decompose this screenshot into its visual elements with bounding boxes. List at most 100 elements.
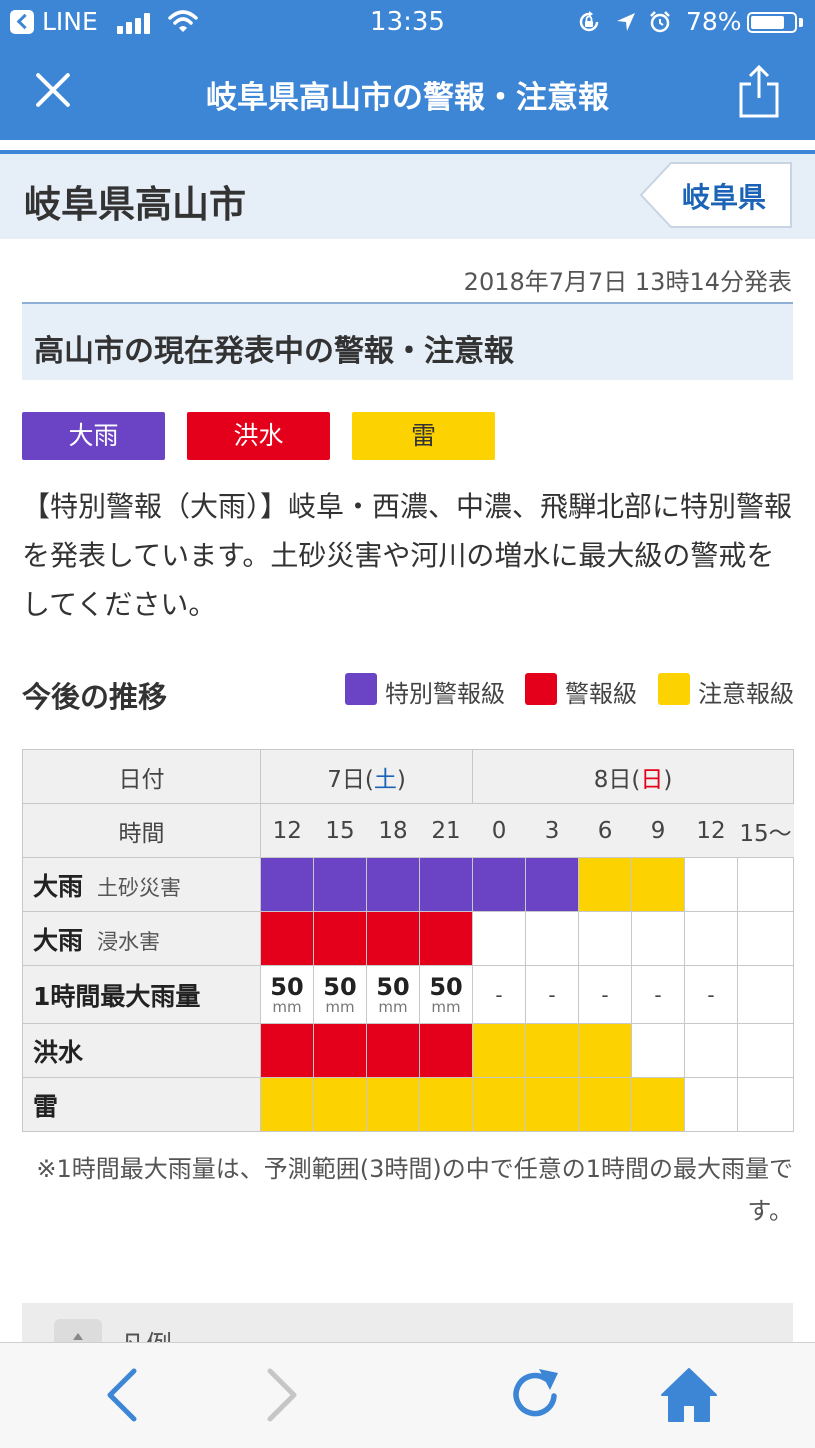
level-cell-special — [418, 857, 474, 912]
level-cell-warning — [260, 1023, 314, 1078]
level-cell-advisory — [578, 1023, 633, 1078]
warning-message: 【特別警報（大雨）】岐阜・西濃、中濃、飛騨北部に特別警報を発表しています。土砂災… — [22, 490, 793, 621]
legend-swatch — [658, 673, 690, 705]
legend-label: 特別警報級 — [385, 680, 505, 708]
level-cell-warning — [260, 911, 314, 966]
prefecture-button-label: 岐阜県 — [682, 181, 767, 214]
rain-value: - — [654, 982, 662, 1007]
level-cell-warning — [418, 1023, 474, 1078]
row-header: 大雨 土砂災害 — [22, 857, 261, 912]
level-cell-none — [684, 1077, 739, 1132]
warning-badge-thunder: 雷 — [352, 412, 495, 460]
battery-tip — [799, 18, 803, 27]
battery-percent: 78% — [686, 7, 742, 36]
rain-cell: - — [578, 965, 633, 1024]
level-cell-none — [472, 911, 527, 966]
legend-swatch — [525, 673, 557, 705]
row-label: 大雨 — [33, 925, 84, 955]
legend-label: 注意報級 — [698, 680, 794, 708]
rain-cell: 50 mm — [313, 965, 367, 1024]
location-bar: 岐阜県高山市 岐阜県 — [0, 154, 815, 239]
rain-unit: mm — [272, 997, 302, 1016]
header-title: 岐阜県高山市の警報・注意報 — [206, 80, 609, 116]
status-bar: LINE 13:35 78% — [0, 0, 815, 44]
date-header: 日付 — [22, 749, 261, 804]
divider — [0, 150, 815, 154]
row-header: 雷 — [22, 1077, 261, 1132]
level-cell-none — [684, 857, 739, 912]
row-label: 雷 — [33, 1091, 59, 1121]
reload-icon[interactable] — [506, 1365, 566, 1425]
row-label: 1時間最大雨量 — [33, 981, 201, 1011]
row-label: 大雨 — [33, 871, 84, 901]
rain-value: - — [707, 982, 715, 1007]
app-header: 岐阜県高山市の警報・注意報 — [0, 44, 815, 140]
time-cell: 3 — [525, 803, 579, 858]
rain-value: - — [601, 982, 609, 1007]
time-cell: 15〜 — [737, 803, 794, 858]
level-cell-advisory — [472, 1023, 527, 1078]
time-cell: 21 — [419, 803, 473, 858]
divider — [22, 302, 793, 304]
level-cell-advisory — [631, 857, 686, 912]
warning-badge-heavy-rain: 大雨 — [22, 412, 165, 460]
forward-arrow-icon[interactable] — [250, 1365, 310, 1425]
time-cell: 18 — [366, 803, 420, 858]
wifi-icon — [168, 10, 198, 32]
rain-cell — [737, 965, 795, 1024]
location-arrow-icon — [617, 13, 635, 31]
level-cell-none — [578, 911, 633, 966]
back-app-label[interactable]: LINE — [42, 7, 98, 36]
share-icon[interactable] — [737, 64, 781, 120]
level-cell-special — [525, 857, 580, 912]
time-header: 時間 — [22, 803, 261, 858]
row-header: 大雨 浸水害 — [22, 911, 261, 966]
forecast-table: 日付 7日(土) 8日(日) 時間 12 15 18 21 0 3 6 9 12 15〜 大雨 土砂災害… — [22, 749, 795, 1132]
level-cell-warning — [366, 1023, 420, 1078]
prefecture-button[interactable]: 岐阜県 — [640, 162, 792, 228]
level-cell-none — [737, 1077, 795, 1132]
level-cell-warning — [366, 911, 420, 966]
rain-cell: - — [472, 965, 527, 1024]
time-cell: 12 — [260, 803, 314, 858]
level-cell-advisory — [472, 1077, 527, 1132]
rain-value: 50 — [429, 972, 463, 1001]
time-cell: 6 — [578, 803, 632, 858]
section-header: 高山市の現在発表中の警報・注意報 — [22, 304, 793, 380]
level-cell-advisory — [525, 1023, 580, 1078]
rain-value: - — [495, 982, 503, 1007]
level-cell-none — [631, 911, 686, 966]
clock: 13:35 — [370, 7, 445, 37]
level-cell-advisory — [631, 1077, 686, 1132]
time-cell: 12 — [684, 803, 738, 858]
rain-value: 50 — [376, 972, 410, 1001]
rain-unit: mm — [431, 997, 461, 1016]
rain-cell: 50 mm — [418, 965, 474, 1024]
legend-swatch — [345, 673, 377, 705]
time-cell: 15 — [313, 803, 367, 858]
level-cell-advisory — [418, 1077, 474, 1132]
signal-icon — [117, 12, 155, 34]
level-cell-none — [737, 1023, 795, 1078]
back-to-app-icon[interactable] — [10, 10, 34, 34]
trend-title: 今後の推移 — [22, 680, 168, 714]
rain-cell: - — [525, 965, 580, 1024]
level-cell-warning — [313, 1023, 367, 1078]
home-icon[interactable] — [659, 1365, 719, 1425]
level-cell-warning — [418, 911, 474, 966]
alarm-icon — [650, 11, 670, 33]
rain-cell: - — [631, 965, 686, 1024]
orientation-lock-icon — [579, 11, 599, 32]
level-cell-none — [737, 911, 795, 966]
rain-value: - — [548, 982, 556, 1007]
level-cell-advisory — [578, 857, 633, 912]
prefecture-button-shape — [640, 162, 792, 228]
rain-cell: 50 mm — [366, 965, 420, 1024]
back-arrow-icon[interactable] — [94, 1365, 154, 1425]
rain-unit: mm — [325, 997, 355, 1016]
row-sublabel: 土砂災害 — [97, 875, 182, 900]
row-sublabel: 浸水害 — [97, 929, 161, 954]
row-label: 洪水 — [33, 1037, 84, 1067]
legend-label: 警報級 — [565, 680, 637, 708]
rain-cell: 50 mm — [260, 965, 314, 1024]
